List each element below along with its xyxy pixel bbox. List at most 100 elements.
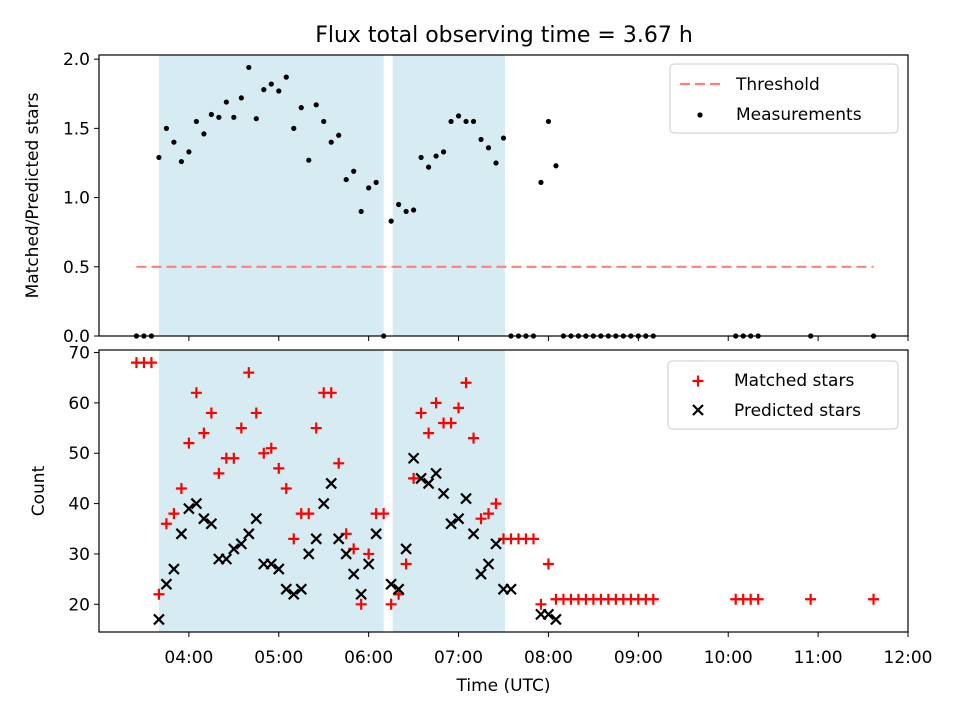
y-tick-label: 0.0 <box>63 327 90 347</box>
matched-star-point <box>400 558 412 570</box>
predicted-star-point <box>250 512 263 525</box>
legend-predicted-swatch <box>692 404 704 416</box>
predicted-star-point <box>160 578 173 590</box>
predicted-star-point <box>302 548 315 560</box>
measurement-point <box>448 118 454 125</box>
predicted-star-point <box>467 528 480 540</box>
legend-label: Threshold <box>735 75 820 95</box>
measurement-point <box>186 149 192 155</box>
matched-star-point <box>527 533 539 545</box>
matched-star-point <box>535 598 547 610</box>
measurement-point <box>298 105 304 111</box>
measurement-point <box>171 139 177 145</box>
measurement-point <box>351 168 357 174</box>
matched-star-point <box>490 498 502 510</box>
count-panel: 20 30 40 50 60 70 Count 04:00 05:00 06:00 07:00 08:… <box>29 344 933 696</box>
legend: Matched stars Predicted stars <box>667 360 899 430</box>
matched-star-point <box>280 482 292 494</box>
matched-star-point <box>228 452 240 464</box>
legend-matched-swatch <box>692 375 704 387</box>
predicted-star-point <box>310 533 323 545</box>
matched-star-point <box>430 397 442 409</box>
predicted-star-point <box>332 533 345 545</box>
measurement-point <box>463 118 469 125</box>
matched-star-point <box>333 457 345 469</box>
predicted-star-point <box>452 512 465 525</box>
measurement-point <box>276 88 282 94</box>
measurement-point <box>238 95 244 101</box>
predicted-star-point <box>153 613 165 626</box>
matched-star-point <box>168 508 180 520</box>
predicted-star-point <box>550 613 562 626</box>
predicted-star-point <box>400 543 412 555</box>
predicted-star-point <box>475 568 487 580</box>
predicted-star-point <box>347 568 360 580</box>
measurement-point <box>321 118 327 125</box>
predicted-star-point <box>370 528 382 540</box>
matched-star-point <box>175 482 187 494</box>
y-tick-label: 0.5 <box>63 258 90 278</box>
y-tick-label: 1.5 <box>63 119 90 139</box>
measurement-point <box>261 87 267 93</box>
predicted-star-point <box>243 528 255 540</box>
measurement-point <box>268 81 274 87</box>
measurement-point <box>253 116 259 122</box>
matched-star-point <box>303 508 315 520</box>
legend-label: Matched stars <box>734 371 854 391</box>
y-tick-label: 70 <box>68 344 90 364</box>
predicted-star-point <box>205 517 218 530</box>
x-tick-label: 09:00 <box>614 648 663 668</box>
predicted-star-point <box>490 538 502 550</box>
x-tick-label: 07:00 <box>434 648 483 668</box>
measurement-point <box>538 179 544 185</box>
measurement-point <box>328 139 334 145</box>
matched-star-point <box>310 422 322 434</box>
measurement-point <box>231 114 237 120</box>
measurement-point <box>373 179 379 185</box>
predicted-star-point <box>273 563 285 575</box>
measurement-point <box>216 114 222 120</box>
predicted-star-point <box>220 553 233 565</box>
matched-star-point <box>445 417 457 429</box>
matched-star-point <box>752 593 764 605</box>
predicted-star-point <box>340 548 352 560</box>
matched-star-point <box>265 442 277 454</box>
measurement-point <box>343 176 349 183</box>
matched-star-point <box>453 402 465 414</box>
y-axis-label: Matched/Predicted stars <box>23 92 43 298</box>
measurement-point <box>403 208 409 215</box>
x-tick-label: 04:00 <box>164 648 213 668</box>
matched-star-point <box>250 407 262 419</box>
matched-star-point <box>355 598 367 610</box>
matched-star-point <box>460 377 472 389</box>
y-tick-label: 1.0 <box>63 189 90 209</box>
predicted-star-point <box>415 472 427 485</box>
matched-star-point <box>145 357 157 369</box>
legend-box <box>667 360 899 430</box>
measurement-point <box>455 113 462 119</box>
measurement-point <box>156 154 162 161</box>
legend-label: Predicted stars <box>734 401 861 421</box>
measurement-point <box>553 163 559 169</box>
predicted-star-point <box>392 583 405 595</box>
matched-star-point <box>378 508 390 520</box>
matched-star-point <box>647 593 659 605</box>
measurement-point <box>208 111 214 118</box>
y-tick-label: 40 <box>68 495 90 515</box>
matched-star-point <box>415 407 427 419</box>
matched-star-point <box>258 447 270 459</box>
measurement-point <box>283 74 289 80</box>
predicted-star-point <box>295 583 308 595</box>
axes-frame <box>98 349 909 633</box>
matched-star-point <box>183 437 195 449</box>
predicted-star-point <box>317 497 330 510</box>
predicted-star-point <box>355 588 367 601</box>
y-tick-label: 30 <box>68 545 90 565</box>
measurement-point <box>433 153 439 159</box>
predicted-star-point <box>265 558 278 570</box>
measurement-point <box>493 160 499 166</box>
legend-measurement-swatch <box>697 112 703 118</box>
predicted-star-point <box>198 512 210 525</box>
measurement-point <box>545 118 552 125</box>
